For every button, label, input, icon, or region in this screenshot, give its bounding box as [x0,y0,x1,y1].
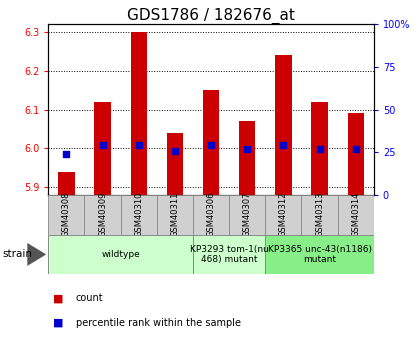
Text: GSM40312: GSM40312 [279,191,288,237]
Text: ■: ■ [52,318,63,327]
Point [99,142,106,148]
Bar [265,195,302,235]
Bar [302,195,338,235]
Bar [167,133,183,195]
Text: ■: ■ [52,294,63,303]
Text: strain: strain [2,249,32,259]
Bar [193,235,265,274]
Bar [265,235,374,274]
Bar [84,195,121,235]
Text: KP3365 unc-43(n1186)
mutant: KP3365 unc-43(n1186) mutant [268,245,372,264]
Point [171,148,178,153]
Bar [311,102,328,195]
Text: GSM40308: GSM40308 [62,191,71,237]
Bar [121,195,157,235]
Bar [58,172,74,195]
Bar [338,195,374,235]
Point [244,146,251,151]
Text: count: count [76,294,103,303]
Text: GSM40306: GSM40306 [207,191,215,237]
Text: wildtype: wildtype [101,250,140,259]
Point [63,151,70,157]
Text: percentile rank within the sample: percentile rank within the sample [76,318,241,327]
Polygon shape [27,243,46,266]
Point [280,142,287,148]
Text: GSM40309: GSM40309 [98,191,107,237]
Text: GSM40311: GSM40311 [171,191,179,237]
Text: KP3293 tom-1(nu
468) mutant: KP3293 tom-1(nu 468) mutant [190,245,268,264]
Text: GSM40313: GSM40313 [315,191,324,237]
Text: GSM40310: GSM40310 [134,191,143,237]
Bar [131,32,147,195]
Bar [348,114,364,195]
Text: GSM40314: GSM40314 [351,191,360,237]
Text: GSM40307: GSM40307 [243,191,252,237]
Bar [94,102,111,195]
Bar [48,195,84,235]
Point [135,142,142,148]
Title: GDS1786 / 182676_at: GDS1786 / 182676_at [127,8,295,24]
Bar [203,90,219,195]
Point [316,146,323,151]
Bar [229,195,265,235]
Bar [239,121,255,195]
Bar [275,55,291,195]
Bar [48,235,193,274]
Bar [157,195,193,235]
Bar [193,195,229,235]
Point [208,142,215,148]
Point [352,146,359,151]
